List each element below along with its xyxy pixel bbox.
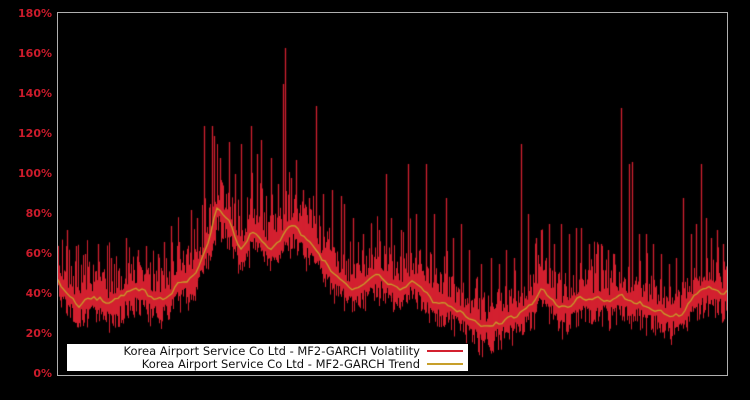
y-axis-tick-label: 120% xyxy=(18,127,52,140)
legend: Korea Airport Service Co Ltd - MF2-GARCH… xyxy=(67,344,468,371)
legend-item-volatility: Korea Airport Service Co Ltd - MF2-GARCH… xyxy=(67,343,468,358)
legend-label-volatility: Korea Airport Service Co Ltd - MF2-GARCH… xyxy=(123,343,420,358)
plot-area xyxy=(57,12,728,376)
volatility-chart-canvas xyxy=(58,13,727,375)
y-axis-tick-label: 0% xyxy=(33,367,52,380)
y-axis-tick-label: 160% xyxy=(18,47,52,60)
legend-item-trend: Korea Airport Service Co Ltd - MF2-GARCH… xyxy=(67,356,468,371)
y-axis-tick-label: 140% xyxy=(18,87,52,100)
y-axis-tick-label: 40% xyxy=(25,287,52,300)
legend-line-sample-trend xyxy=(427,363,463,365)
y-axis-tick-label: 60% xyxy=(25,247,52,260)
y-axis-tick-label: 20% xyxy=(25,327,52,340)
legend-line-sample-volatility xyxy=(427,350,463,352)
y-axis-tick-label: 180% xyxy=(18,7,52,20)
y-axis-tick-label: 80% xyxy=(25,207,52,220)
legend-label-trend: Korea Airport Service Co Ltd - MF2-GARCH… xyxy=(141,356,420,371)
y-axis-tick-label: 100% xyxy=(18,167,52,180)
